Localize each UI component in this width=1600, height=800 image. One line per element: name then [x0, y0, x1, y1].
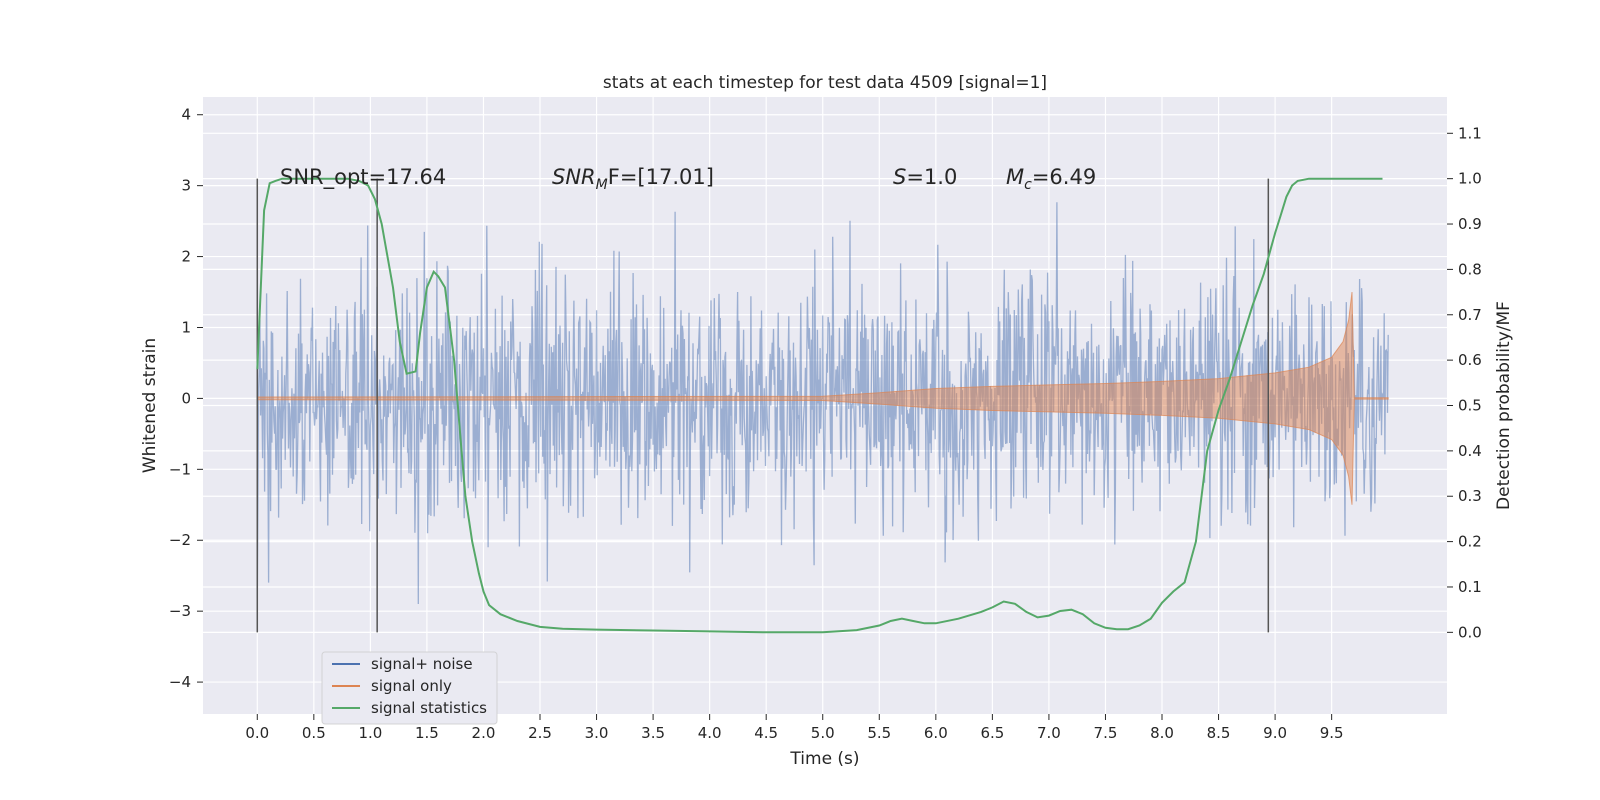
y2-tick-label: 0.8 — [1458, 260, 1482, 278]
legend-label-signal-only: signal only — [371, 677, 452, 695]
legend-label-signal-plus-noise: signal+ noise — [371, 655, 473, 673]
y-tick-label: 3 — [181, 177, 191, 195]
y2-tick-label: 0.5 — [1458, 397, 1482, 415]
y-tick-label: −4 — [169, 673, 191, 691]
y2-tick-label: 1.1 — [1458, 124, 1482, 142]
y-tick-label: 1 — [181, 318, 191, 336]
x-tick-label: 6.5 — [980, 724, 1004, 742]
y2-tick-label: 0.3 — [1458, 487, 1482, 505]
signal-only-envelope — [256, 291, 1389, 505]
x-tick-label: 2.5 — [528, 724, 552, 742]
annotations: SNR_opt=17.64 SNRMF=[17.01] S=1.0 Mc=6.4… — [280, 165, 1096, 193]
y2-tick-label: 0.6 — [1458, 351, 1482, 369]
annotation-mc-sub: c — [1024, 177, 1032, 193]
y2-tick-label: 0.9 — [1458, 215, 1482, 233]
annotation-mc-var: M — [1006, 165, 1024, 189]
x-tick-label: 4.0 — [698, 724, 722, 742]
y-tick-label: 0 — [181, 389, 191, 407]
y-axis-label: Whitened strain — [140, 338, 160, 473]
x-tick-label: 7.5 — [1094, 724, 1118, 742]
y2-tick-label: 0.4 — [1458, 442, 1482, 460]
y-tick-label: −1 — [169, 460, 191, 478]
annotation-snr-opt: SNR_opt=17.64 — [280, 165, 446, 190]
x-tick-label: 7.0 — [1037, 724, 1061, 742]
annotation-s-var: S — [893, 165, 906, 189]
signal-statistics-line — [256, 177, 1383, 634]
x-tick-label: 1.0 — [358, 724, 382, 742]
x-tick-label: 3.0 — [585, 724, 609, 742]
annotation-snr-mf-sub: M — [596, 177, 608, 193]
annotation-mc: Mc=6.49 — [1006, 165, 1096, 193]
y-tick-label: −2 — [169, 531, 191, 549]
annotation-mc-val: =6.49 — [1032, 165, 1096, 189]
x-tick-label: 3.5 — [641, 724, 665, 742]
x-axis-label: Time (s) — [789, 749, 859, 769]
x-tick-label: 8.0 — [1150, 724, 1174, 742]
annotation-s: S=1.0 — [893, 165, 957, 189]
x-tick-label: 9.0 — [1263, 724, 1287, 742]
legend: signal+ noise signal only signal statist… — [321, 651, 498, 725]
x-tick-label: 5.0 — [811, 724, 835, 742]
x-tick-label: 0.5 — [302, 724, 326, 742]
series-signal-statistics — [256, 177, 1383, 634]
x-tick-label: 6.0 — [924, 724, 948, 742]
y2-tick-label: 0.0 — [1458, 623, 1482, 641]
annotation-snr-mf-rest: F=[17.01] — [608, 165, 714, 189]
x-tick-label: 9.5 — [1320, 724, 1344, 742]
y2-tick-label: 0.2 — [1458, 533, 1482, 551]
y2-tick-label: 1.0 — [1458, 170, 1482, 188]
legend-box — [321, 651, 498, 725]
y2-tick-label: 0.7 — [1458, 306, 1482, 324]
annotation-s-val: =1.0 — [906, 165, 957, 189]
chart-title: stats at each timestep for test data 450… — [603, 73, 1047, 93]
signal-plus-noise-line — [256, 202, 1389, 605]
annotation-snr-mf: SNRMF=[17.01] — [552, 165, 714, 193]
legend-label-signal-statistics: signal statistics — [371, 699, 487, 717]
x-tick-label: 8.5 — [1207, 724, 1231, 742]
y-tick-label: 4 — [181, 106, 191, 124]
x-tick-label: 5.5 — [867, 724, 891, 742]
y-tick-label: 2 — [181, 248, 191, 266]
series-signal-plus-noise — [256, 202, 1389, 605]
y2-tick-label: 0.1 — [1458, 578, 1482, 596]
axes: 0.0 0.5 1.0 1.5 2.0 2.5 3.0 3.5 4.0 4.5 5.0 5.5 6.0 6… — [169, 106, 1482, 742]
series-signal-only — [256, 291, 1389, 505]
x-tick-label: 2.0 — [472, 724, 496, 742]
y2-axis-label: Detection probability/MF — [1494, 301, 1514, 510]
x-tick-label: 0.0 — [245, 724, 269, 742]
x-tick-label: 4.5 — [754, 724, 778, 742]
y-tick-label: −3 — [169, 602, 191, 620]
annotation-snr-mf-base: SNR — [552, 165, 596, 189]
x-tick-label: 1.5 — [415, 724, 439, 742]
